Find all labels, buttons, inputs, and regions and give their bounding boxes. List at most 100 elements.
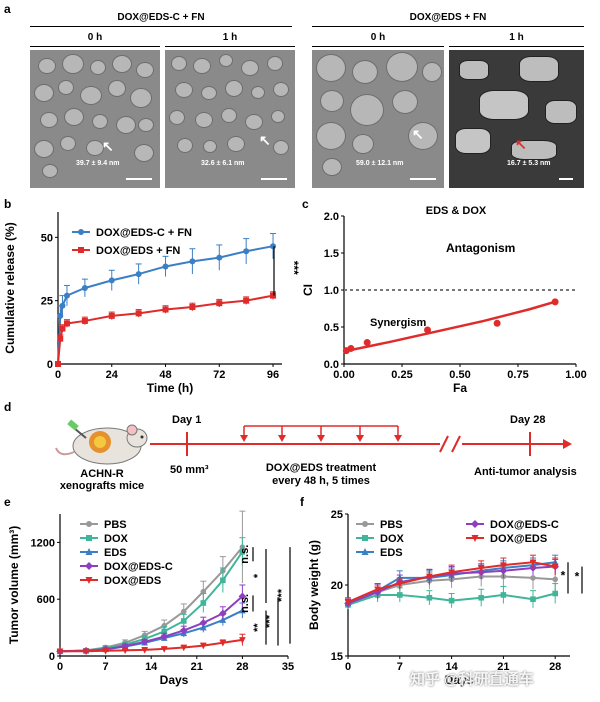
x-tick-label: 14: [145, 661, 158, 673]
y-tick-label: 1200: [31, 537, 55, 549]
y-axis-label: CI: [301, 284, 315, 296]
data-point: [477, 565, 485, 572]
data-point: [220, 577, 226, 584]
watermark: 知乎 @科研直通车: [410, 671, 534, 688]
data-point: [162, 306, 169, 313]
data-point: [63, 292, 70, 299]
data-point: [530, 575, 536, 581]
annotation-synergism: Synergism: [370, 317, 426, 329]
y-tick-label: 1.0: [324, 285, 339, 297]
significance-label: *: [252, 573, 264, 578]
x-tick-label: 72: [213, 369, 225, 381]
data-point: [121, 647, 129, 655]
x-tick-label: 0.50: [449, 369, 470, 381]
x-tick-label: 14: [445, 661, 458, 673]
data-point: [140, 638, 149, 646]
data-point: [471, 535, 479, 542]
treatment-schedule: [55, 419, 572, 465]
significance-label: *: [575, 570, 580, 584]
tem-measurement: 32.6 ± 6.1 nm: [201, 160, 245, 167]
y-tick-label: 1.5: [324, 248, 339, 260]
data-point: [243, 248, 250, 255]
chart-title: EDS & DOX: [426, 205, 487, 217]
significance-label: n.s.: [239, 545, 251, 564]
tem-measurement: 16.7 ± 5.3 nm: [507, 160, 551, 167]
x-tick-label: 24: [106, 369, 119, 381]
data-point: [55, 361, 61, 367]
y-tick-label: 0.0: [324, 359, 339, 371]
series-line-DOX@EDS-C: [59, 595, 244, 653]
x-tick-label: 96: [267, 369, 279, 381]
data-point: [239, 606, 246, 614]
data-point: [78, 247, 84, 253]
legend-entry: PBS: [104, 519, 127, 531]
data-point: [270, 243, 277, 250]
data-point: [551, 563, 559, 571]
x-tick-label: 35: [282, 661, 294, 673]
data-point: [135, 271, 142, 278]
data-point: [448, 597, 455, 604]
data-point: [219, 609, 227, 618]
data-point: [500, 592, 507, 598]
x-tick-label: 0: [57, 661, 63, 673]
data-point: [552, 590, 558, 597]
chart-c-ci: c EDS & DOX 0.00 0.25 0.50 0.75 1.00 0.0 0.5 1.0 1…: [301, 197, 587, 395]
legend-entry: DOX@EDS-C + FN: [96, 227, 192, 239]
panel-a-group1-title: DOX@EDS-C + FN: [117, 12, 205, 23]
data-point: [493, 319, 501, 327]
data-point: [426, 573, 433, 581]
data-point: [238, 592, 247, 601]
data-point: [57, 335, 64, 342]
x-tick-label: 0: [55, 369, 61, 381]
x-axis-label: Days: [160, 673, 189, 687]
data-point: [85, 577, 93, 584]
data-point: [216, 300, 223, 307]
significance-label: n.s.: [239, 594, 251, 613]
data-point: [219, 639, 227, 647]
data-point: [86, 521, 92, 527]
data-point: [81, 317, 88, 324]
data-point: [243, 297, 250, 304]
x-tick-label: 28: [549, 661, 561, 673]
chart-b-release: b 0 24 48 72 96 0 25 50 Time (h) Cumulative releas…: [3, 197, 300, 395]
tem-measurement: 59.0 ± 12.1 nm: [356, 160, 404, 167]
series-line-DOX@EDS: [60, 638, 243, 653]
data-point: [199, 619, 208, 627]
data-point: [56, 648, 64, 656]
data-point: [180, 618, 187, 624]
y-tick-label: 15: [331, 651, 343, 663]
significance-label: *: [561, 568, 566, 582]
data-point: [59, 302, 66, 309]
xenograft-label: ACHN-R xenografts mice: [59, 468, 145, 492]
x-tick-label: 0.25: [391, 369, 412, 381]
data-point: [160, 632, 169, 641]
annotation-antagonism: Antagonism: [446, 241, 515, 255]
data-point: [108, 277, 115, 284]
data-point: [552, 576, 558, 583]
tem-image-edsc-1h: ↖ 32.6 ± 6.1 nm: [165, 50, 295, 188]
y-tick-label: 0: [47, 359, 53, 371]
chart-e-tumor-volume: e 0 7 14 21 28 35 0 600 1200 Days Tumor volume (mm³…: [4, 495, 294, 687]
data-point: [200, 642, 207, 650]
significance-label: ***: [276, 588, 288, 602]
tem-image-eds-0h: ↖ 59.0 ± 12.1 nm: [312, 50, 444, 188]
data-point: [57, 312, 64, 319]
data-point: [239, 549, 246, 555]
data-point: [344, 599, 352, 606]
panel-a-group1-time1: 1 h: [222, 32, 238, 43]
data-point: [426, 594, 433, 601]
panel-label: c: [302, 197, 309, 211]
data-point: [448, 569, 455, 577]
x-tick-label: 0: [345, 661, 351, 673]
x-axis-label: Days: [445, 673, 474, 687]
panel-label: e: [4, 495, 11, 509]
data-point: [424, 326, 432, 334]
panel-a-group2-time0: 0 h: [370, 32, 386, 43]
data-point: [362, 521, 368, 527]
panel-label: f: [300, 495, 305, 509]
legend-entry: PBS: [380, 519, 403, 531]
data-point: [85, 562, 93, 570]
tem-image-eds-1h: ↖ 16.7 ± 5.3 nm: [449, 50, 584, 188]
x-tick-label: 1.00: [565, 369, 586, 381]
treatment-label: DOX@EDS treatment every 48 h, 5 times: [265, 462, 377, 487]
